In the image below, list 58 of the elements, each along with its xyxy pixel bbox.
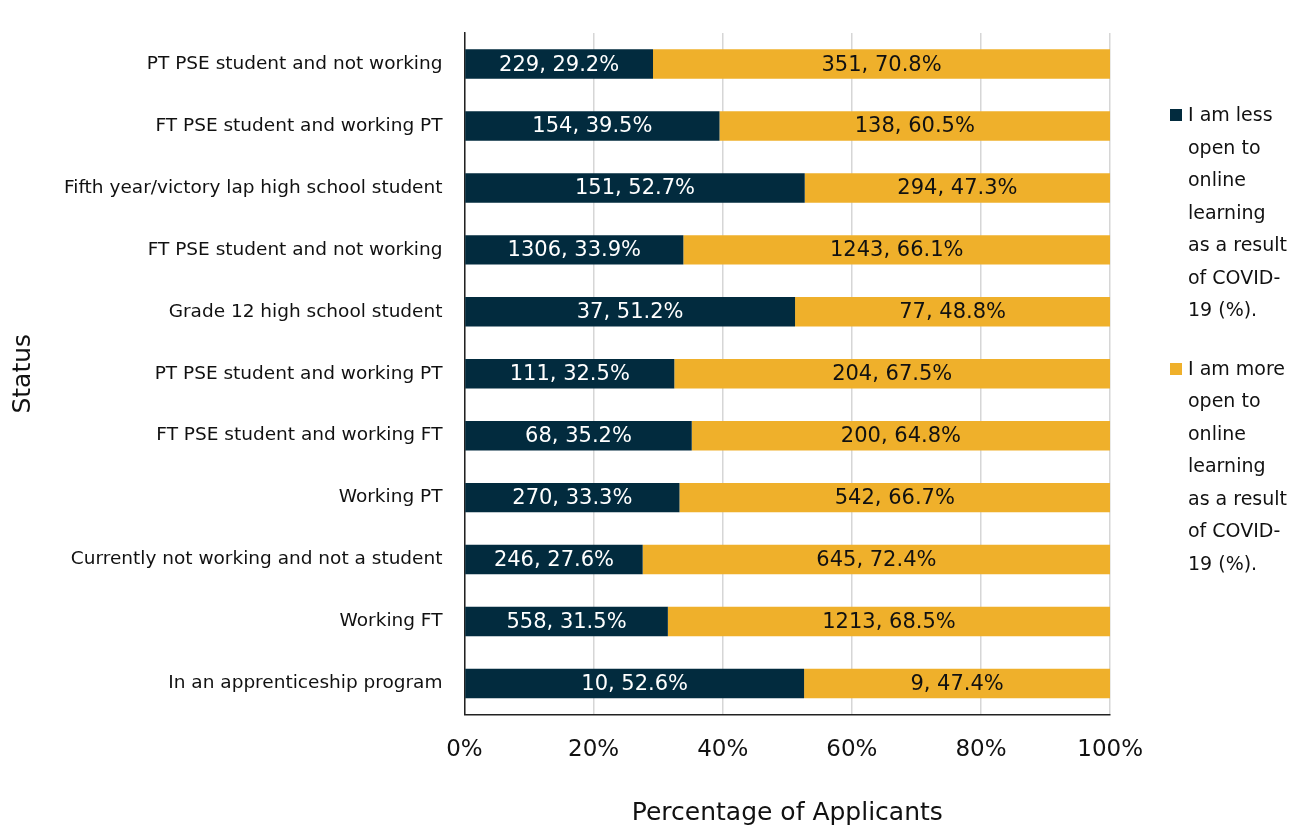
bar (465, 111, 720, 141)
data-label: 151, 52.7% (574, 175, 696, 200)
bar (683, 235, 1111, 265)
y-tick-label: Working FT (339, 609, 444, 631)
bar (691, 420, 1111, 451)
y-tick-label: Fifth year/victory lap high school student (64, 175, 443, 197)
bar (465, 668, 805, 699)
bar (679, 482, 1111, 513)
data-label: 229, 29.2% (499, 51, 620, 76)
y-tick-label: FT PSE student and working PT (155, 113, 444, 135)
y-tick-label: FT PSE student and not working (147, 237, 443, 259)
data-label: 1243, 66.1% (829, 237, 964, 262)
y-axis-title: Status (6, 333, 36, 414)
data-label: 645, 72.4% (816, 547, 937, 572)
x-tick-label: 20% (568, 735, 620, 762)
x-tick-label: 80% (955, 735, 1007, 762)
bar (795, 297, 1111, 327)
x-axis-title: Percentage of Applicants (631, 796, 943, 826)
bar (465, 173, 805, 203)
data-label: 138, 60.5% (854, 113, 975, 138)
data-label: 1213, 68.5% (822, 608, 956, 633)
x-tick-label: 100% (1077, 735, 1144, 762)
bar (719, 111, 1111, 141)
bar (653, 49, 1111, 79)
x-tick-label: 40% (697, 735, 749, 762)
x-tick-label: 0% (446, 735, 483, 762)
legend-label: I am more open to online learning as a result of COVID-19 (%). (1188, 355, 1288, 576)
y-tick-label: PT PSE student and not working (146, 51, 443, 73)
bar (667, 606, 1111, 637)
y-tick-label: PT PSE student and working PT (154, 361, 444, 383)
data-label: 246, 27.6% (493, 547, 615, 572)
data-label: 558, 31.5% (506, 608, 627, 633)
y-tick-label: Working PT (338, 485, 444, 507)
data-label: 270, 33.3% (512, 485, 633, 510)
data-label: 294, 47.3% (897, 175, 1018, 200)
bar (804, 173, 1111, 203)
data-label: 200, 64.8% (840, 423, 962, 448)
bar (804, 668, 1111, 699)
data-label: 37, 51.2% (576, 299, 684, 324)
data-label: 68, 35.2% (525, 423, 632, 448)
data-label: 111, 32.5% (509, 361, 630, 386)
data-label: 9, 47.4% (910, 670, 1004, 695)
data-label: 10, 52.6% (581, 670, 689, 695)
y-tick-label: Grade 12 high school student (168, 299, 443, 321)
bar (674, 359, 1111, 389)
data-label: 351, 70.8% (821, 51, 942, 76)
data-label: 1306, 33.9% (507, 237, 642, 262)
data-label: 77, 48.8% (899, 299, 1006, 324)
data-label: 542, 66.7% (834, 485, 955, 510)
bar (465, 297, 796, 327)
bar (642, 544, 1111, 575)
y-tick-label: In an apprenticeship program (168, 671, 443, 693)
legend-label: I am less open to online learning as a result of COVID-19 (%). (1188, 102, 1288, 322)
data-label: 154, 39.5% (532, 113, 653, 138)
y-tick-label: Currently not working and not a student (70, 547, 443, 569)
data-label: 204, 67.5% (832, 361, 953, 386)
x-tick-label: 60% (826, 735, 878, 762)
y-tick-label: FT PSE student and working FT (156, 423, 444, 445)
